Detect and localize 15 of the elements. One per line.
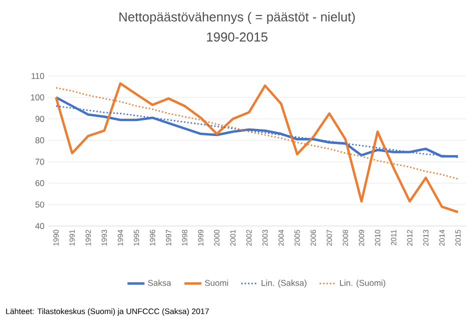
legend-label: Lin. (Saksa) [262,280,306,288]
y-tick-label: 90 [35,116,44,122]
legend-label: Lin. (Suomi) [340,280,386,288]
legend-label: Suomi [204,280,228,286]
legend-label: Saksa [148,280,172,286]
y-tick-label: 60 [36,180,44,186]
y-tick-label: 100 [30,94,44,100]
y-tick-label: 80 [35,137,44,144]
chart-subtitle: 1990-2015 [207,32,268,42]
chart-title: Nettopäästövähennys ( = päästöt - nielut) [119,12,355,24]
y-tick-label: 110 [32,73,44,79]
y-tick-label: 40 [35,223,44,229]
line-series [54,82,460,214]
y-tick-label: 70 [36,158,44,165]
y-tick-label: 50 [35,202,44,208]
